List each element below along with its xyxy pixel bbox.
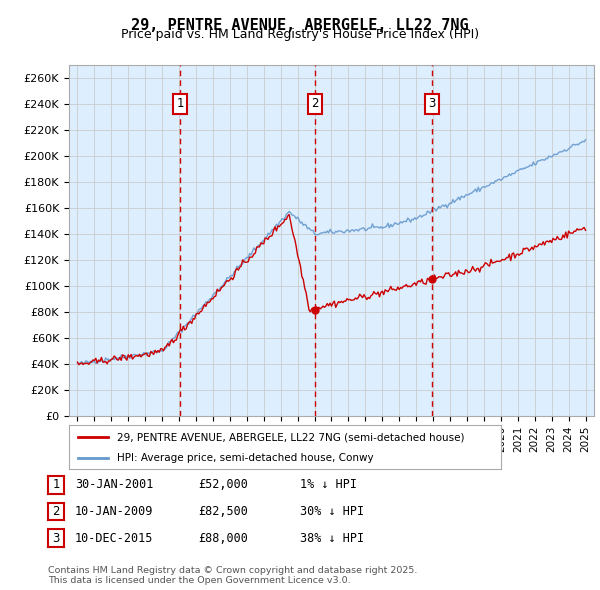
- Text: 3: 3: [428, 97, 436, 110]
- Text: 30-JAN-2001: 30-JAN-2001: [75, 478, 154, 491]
- Text: 1: 1: [52, 478, 60, 491]
- Text: 30% ↓ HPI: 30% ↓ HPI: [300, 505, 364, 518]
- Text: 29, PENTRE AVENUE, ABERGELE, LL22 7NG: 29, PENTRE AVENUE, ABERGELE, LL22 7NG: [131, 18, 469, 32]
- Text: 1: 1: [176, 97, 184, 110]
- Text: 10-DEC-2015: 10-DEC-2015: [75, 532, 154, 545]
- Text: 1% ↓ HPI: 1% ↓ HPI: [300, 478, 357, 491]
- Text: £52,000: £52,000: [198, 478, 248, 491]
- Text: £82,500: £82,500: [198, 505, 248, 518]
- Text: HPI: Average price, semi-detached house, Conwy: HPI: Average price, semi-detached house,…: [116, 453, 373, 463]
- Text: Contains HM Land Registry data © Crown copyright and database right 2025.
This d: Contains HM Land Registry data © Crown c…: [48, 566, 418, 585]
- Text: 2: 2: [52, 505, 60, 518]
- Text: 2: 2: [311, 97, 319, 110]
- Text: £88,000: £88,000: [198, 532, 248, 545]
- Text: 10-JAN-2009: 10-JAN-2009: [75, 505, 154, 518]
- Text: 29, PENTRE AVENUE, ABERGELE, LL22 7NG (semi-detached house): 29, PENTRE AVENUE, ABERGELE, LL22 7NG (s…: [116, 432, 464, 442]
- Text: 38% ↓ HPI: 38% ↓ HPI: [300, 532, 364, 545]
- Text: Price paid vs. HM Land Registry's House Price Index (HPI): Price paid vs. HM Land Registry's House …: [121, 28, 479, 41]
- Text: 3: 3: [52, 532, 60, 545]
